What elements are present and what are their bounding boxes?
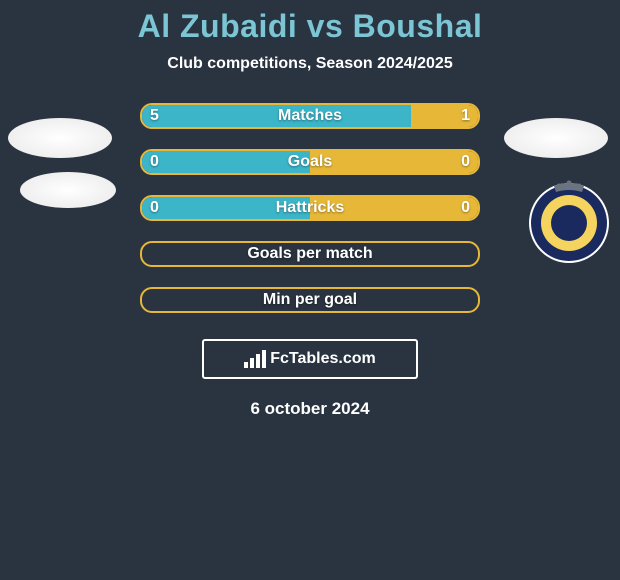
stat-value-right: 0: [461, 195, 470, 221]
stat-label: Min per goal: [140, 287, 480, 313]
player-left-badge-1: [8, 118, 112, 158]
player-right-badge-1: [504, 118, 608, 158]
bar-chart-icon: [244, 350, 266, 368]
comparison-subtitle: Club competitions, Season 2024/2025: [0, 55, 620, 73]
stat-value-left: 0: [150, 149, 159, 175]
stat-value-right: 1: [461, 103, 470, 129]
snapshot-date: 6 october 2024: [0, 399, 620, 419]
stat-label: Goals per match: [140, 241, 480, 267]
stat-label: Hattricks: [140, 195, 480, 221]
stat-label: Matches: [140, 103, 480, 129]
stat-value-left: 0: [150, 195, 159, 221]
stat-value-left: 5: [150, 103, 159, 129]
comparison-title: Al Zubaidi vs Boushal: [0, 8, 620, 45]
stat-row: Min per goal: [0, 287, 620, 333]
stat-value-right: 0: [461, 149, 470, 175]
club-logo-right: [526, 178, 612, 264]
player-left-badge-2: [20, 172, 116, 208]
branding-badge: FcTables.com: [202, 339, 418, 379]
stat-label: Goals: [140, 149, 480, 175]
branding-text: FcTables.com: [270, 350, 376, 368]
